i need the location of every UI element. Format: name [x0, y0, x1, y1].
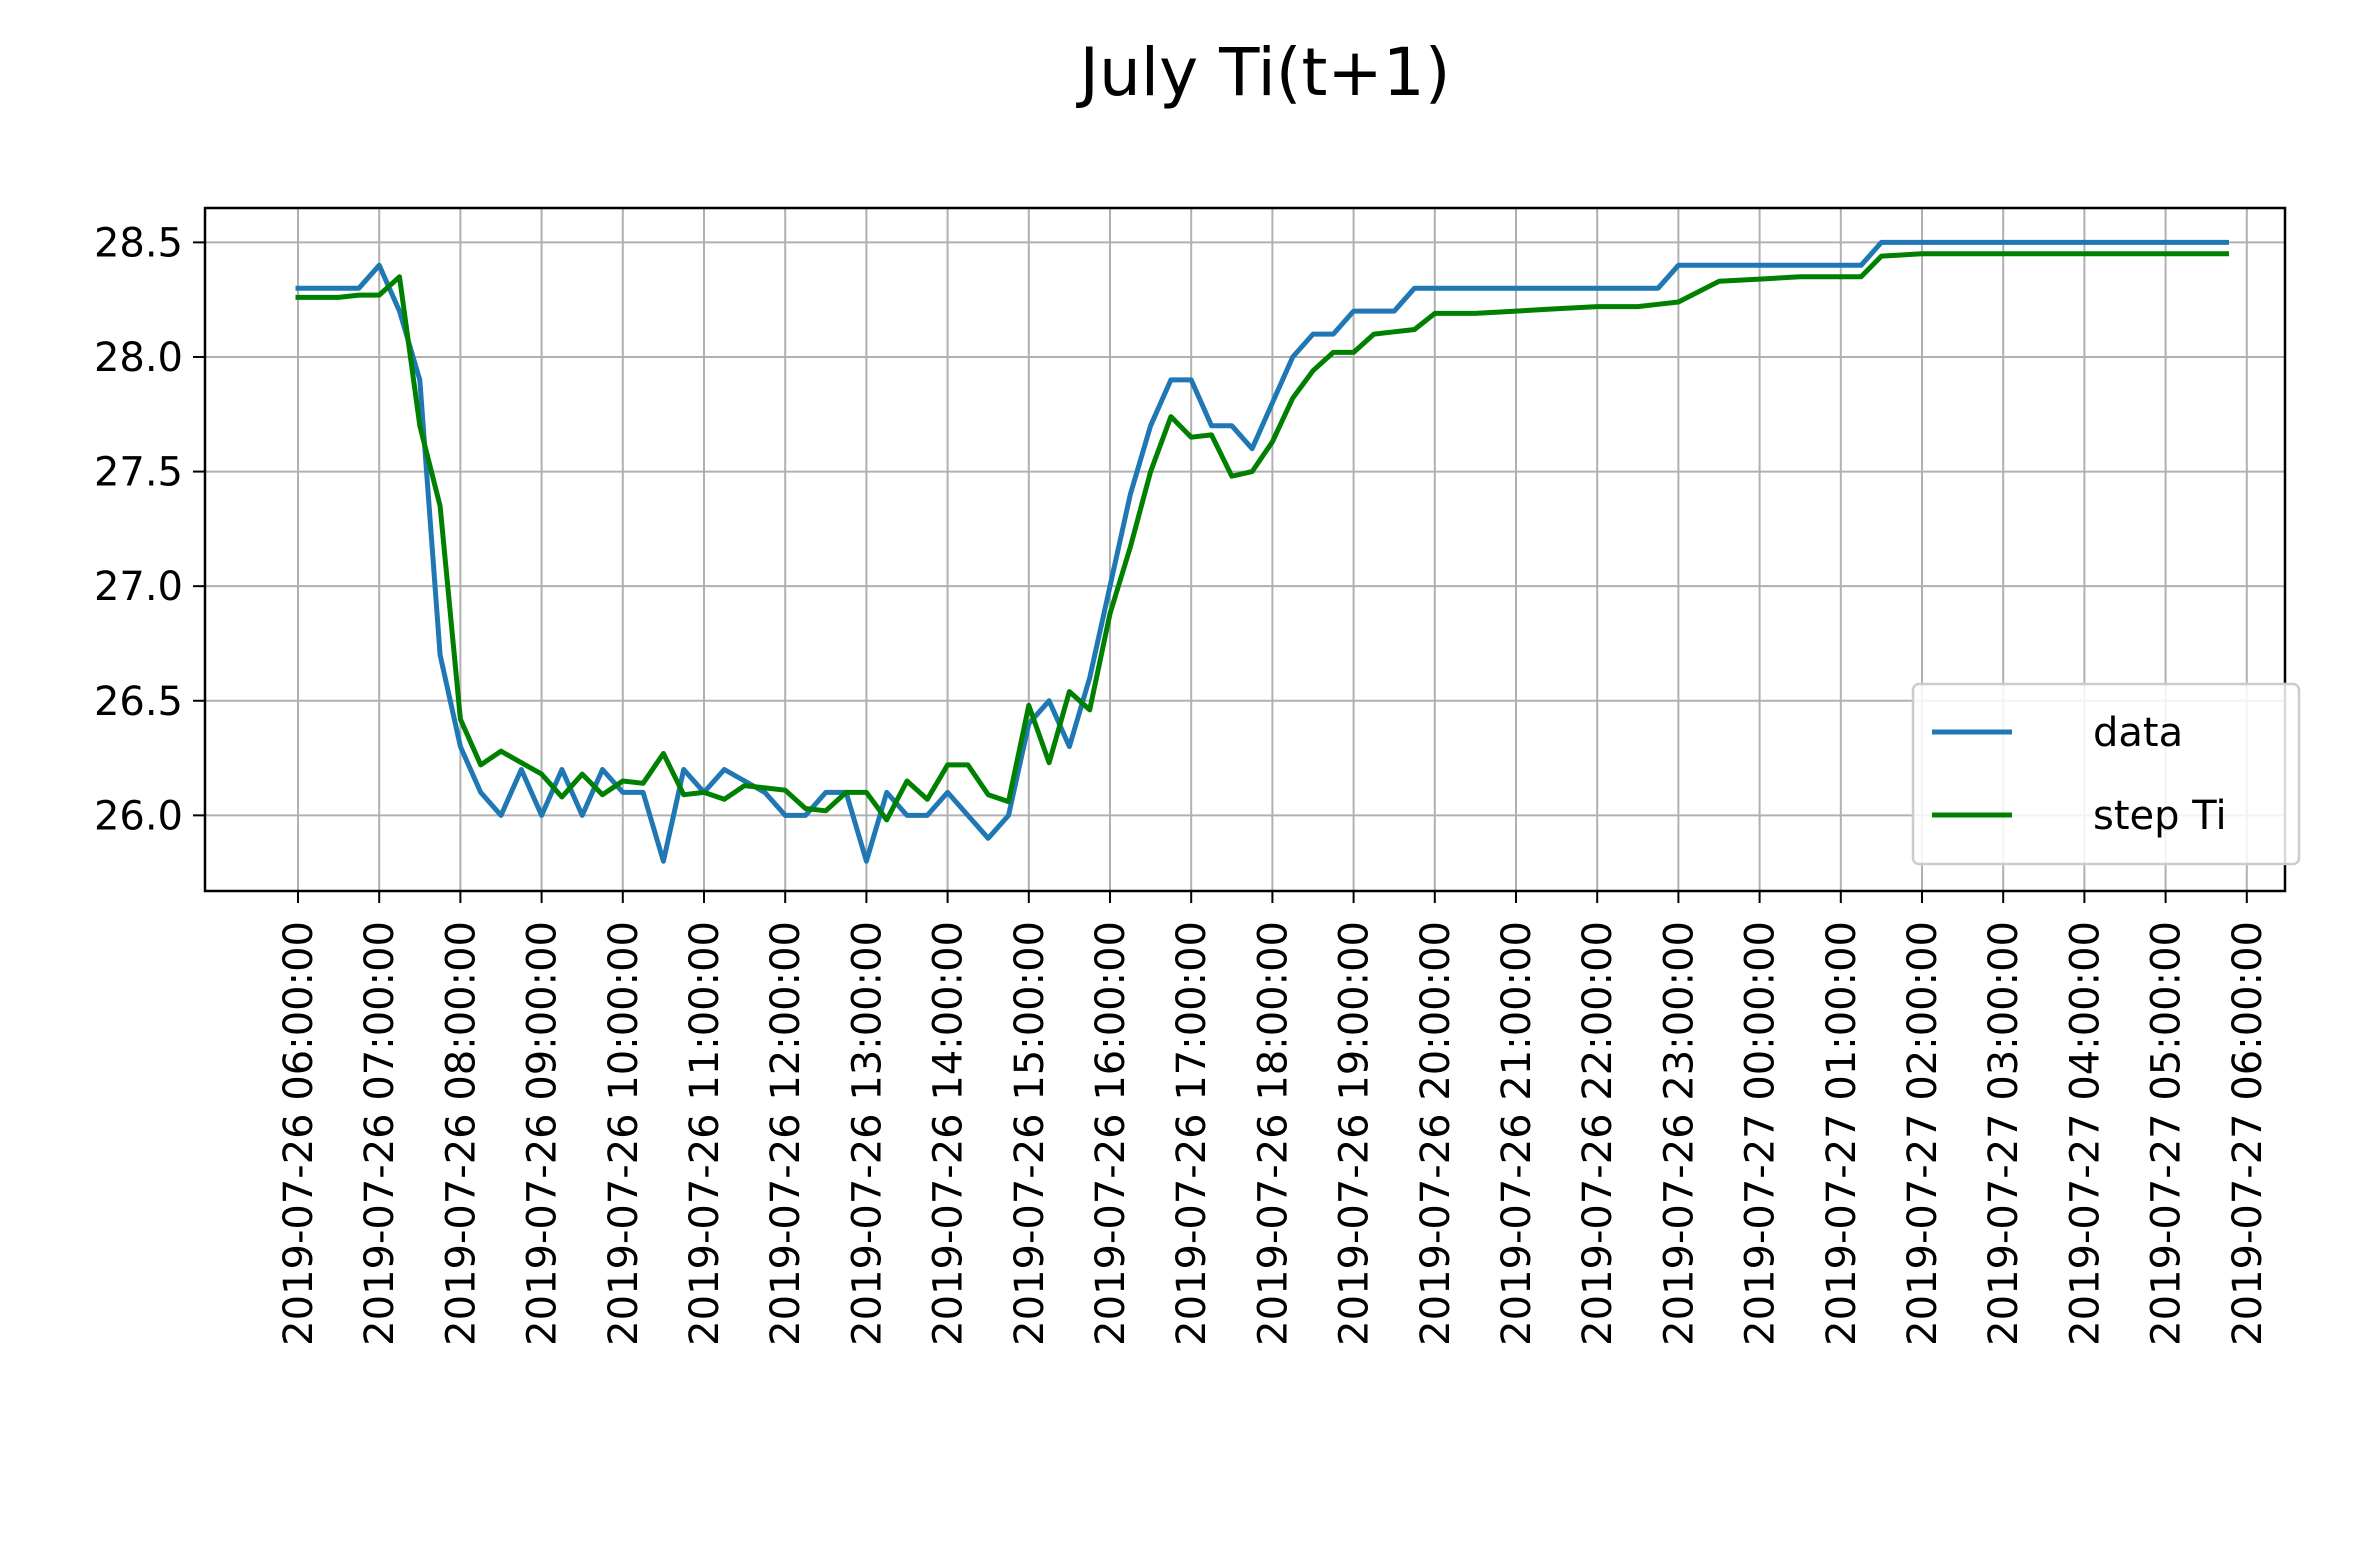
series-line-step-ti [295, 251, 2229, 823]
x-tick-label: 2019-07-26 21:00:00 [1494, 921, 1540, 1346]
x-tick-label: 2019-07-26 22:00:00 [1575, 921, 1621, 1346]
x-tick-label: 2019-07-26 08:00:00 [438, 921, 484, 1346]
series-layer [295, 239, 2229, 864]
plot-frame [203, 206, 2287, 893]
x-tick-label: 2019-07-26 11:00:00 [682, 921, 728, 1346]
x-tick-label: 2019-07-26 20:00:00 [1413, 921, 1459, 1346]
x-tick-label: 2019-07-27 03:00:00 [1981, 921, 2027, 1346]
x-tick-label: 2019-07-27 06:00:00 [2225, 921, 2271, 1346]
x-tick-label: 2019-07-27 01:00:00 [1819, 921, 1865, 1346]
y-tick-label: 27.0 [94, 564, 183, 610]
x-tick-label: 2019-07-26 13:00:00 [844, 921, 890, 1346]
legend-label-step-ti: step Ti [2093, 793, 2227, 839]
y-tick-label: 28.5 [94, 220, 183, 266]
x-tick-label: 2019-07-27 02:00:00 [1900, 921, 1946, 1346]
x-tick-label: 2019-07-26 14:00:00 [926, 921, 972, 1346]
x-tick-label: 2019-07-26 07:00:00 [357, 921, 403, 1346]
x-tick-label: 2019-07-26 15:00:00 [1007, 921, 1053, 1346]
series-line-data [295, 239, 2229, 864]
x-tick-label: 2019-07-26 18:00:00 [1250, 921, 1296, 1346]
x-tick-label: 2019-07-26 09:00:00 [520, 921, 566, 1346]
x-tick-label: 2019-07-26 12:00:00 [763, 921, 809, 1346]
y-tick-label: 26.5 [94, 679, 183, 725]
y-tick-label: 28.0 [94, 335, 183, 381]
x-tick-label: 2019-07-26 06:00:00 [276, 921, 322, 1346]
x-tick-label: 2019-07-27 04:00:00 [2062, 921, 2108, 1346]
legend-label-data: data [2093, 710, 2183, 756]
y-tick-label: 27.5 [94, 450, 183, 496]
chart-title: July Ti(t+1) [1076, 34, 1451, 111]
x-tick-label: 2019-07-27 05:00:00 [2144, 921, 2190, 1346]
legend: data step Ti [1911, 682, 2301, 866]
x-tick-label: 2019-07-27 00:00:00 [1738, 921, 1784, 1346]
x-tick-label: 2019-07-26 19:00:00 [1332, 921, 1378, 1346]
x-tick-label: 2019-07-26 16:00:00 [1088, 921, 1134, 1346]
x-axis: 2019-07-26 06:00:00 2019-07-26 07:00:00 20… [276, 891, 2271, 1346]
x-tick-label: 2019-07-26 17:00:00 [1169, 921, 1215, 1346]
x-tick-label: 2019-07-26 10:00:00 [601, 921, 647, 1346]
legend-box [1911, 682, 2301, 866]
y-tick-label: 26.0 [94, 793, 183, 839]
plot-area [203, 206, 2287, 893]
x-tick-label: 2019-07-26 23:00:00 [1656, 921, 1702, 1346]
y-axis: 26.0 26.5 27.0 27.5 28.0 28.5 [94, 220, 205, 839]
